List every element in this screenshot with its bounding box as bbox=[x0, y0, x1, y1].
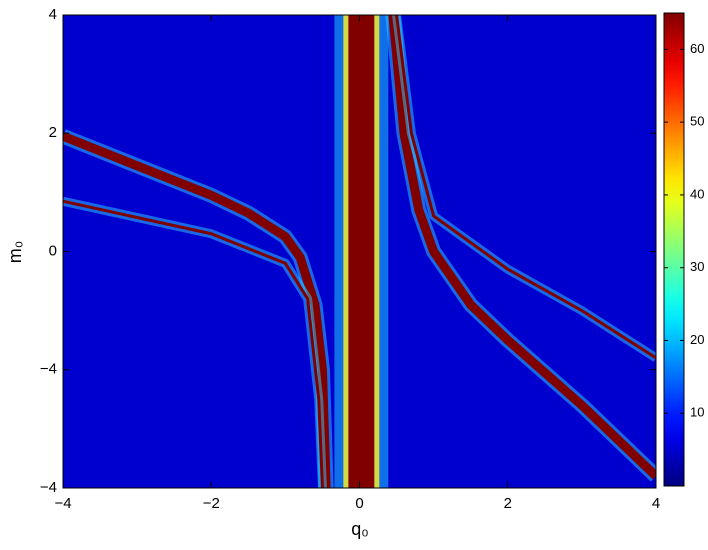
y-tick-label: 2 bbox=[49, 124, 57, 141]
plot-area bbox=[63, 15, 656, 488]
y-tick-label: 4 bbox=[49, 6, 57, 23]
ridge bbox=[388, 15, 656, 480]
y-tick-label: 0 bbox=[49, 242, 57, 259]
x-tick-label: −4 bbox=[54, 495, 71, 512]
colorbar-tick-label: 60 bbox=[690, 41, 704, 56]
ridge bbox=[63, 199, 324, 488]
x-tick-label: −2 bbox=[203, 495, 220, 512]
band bbox=[348, 15, 375, 488]
colorbar-tick-label: 10 bbox=[690, 405, 704, 420]
x-tick-label: 4 bbox=[652, 495, 660, 512]
colorbar-tick-label: 20 bbox=[690, 332, 704, 347]
y-tick-label: −4 bbox=[40, 361, 57, 378]
ridge bbox=[63, 132, 331, 488]
x-axis-label: q₀ bbox=[351, 519, 368, 539]
x-tick-label: 0 bbox=[355, 495, 363, 512]
colorbar-tick-label: 40 bbox=[690, 186, 704, 201]
y-tick-label: −4 bbox=[40, 479, 57, 496]
colorbar-tick-label: 30 bbox=[690, 259, 704, 274]
y-axis-label: m₀ bbox=[5, 241, 25, 263]
x-tick-label: 2 bbox=[504, 495, 512, 512]
colorbar bbox=[663, 12, 685, 487]
ridge bbox=[395, 15, 656, 360]
colorbar-tick-label: 50 bbox=[690, 114, 704, 129]
